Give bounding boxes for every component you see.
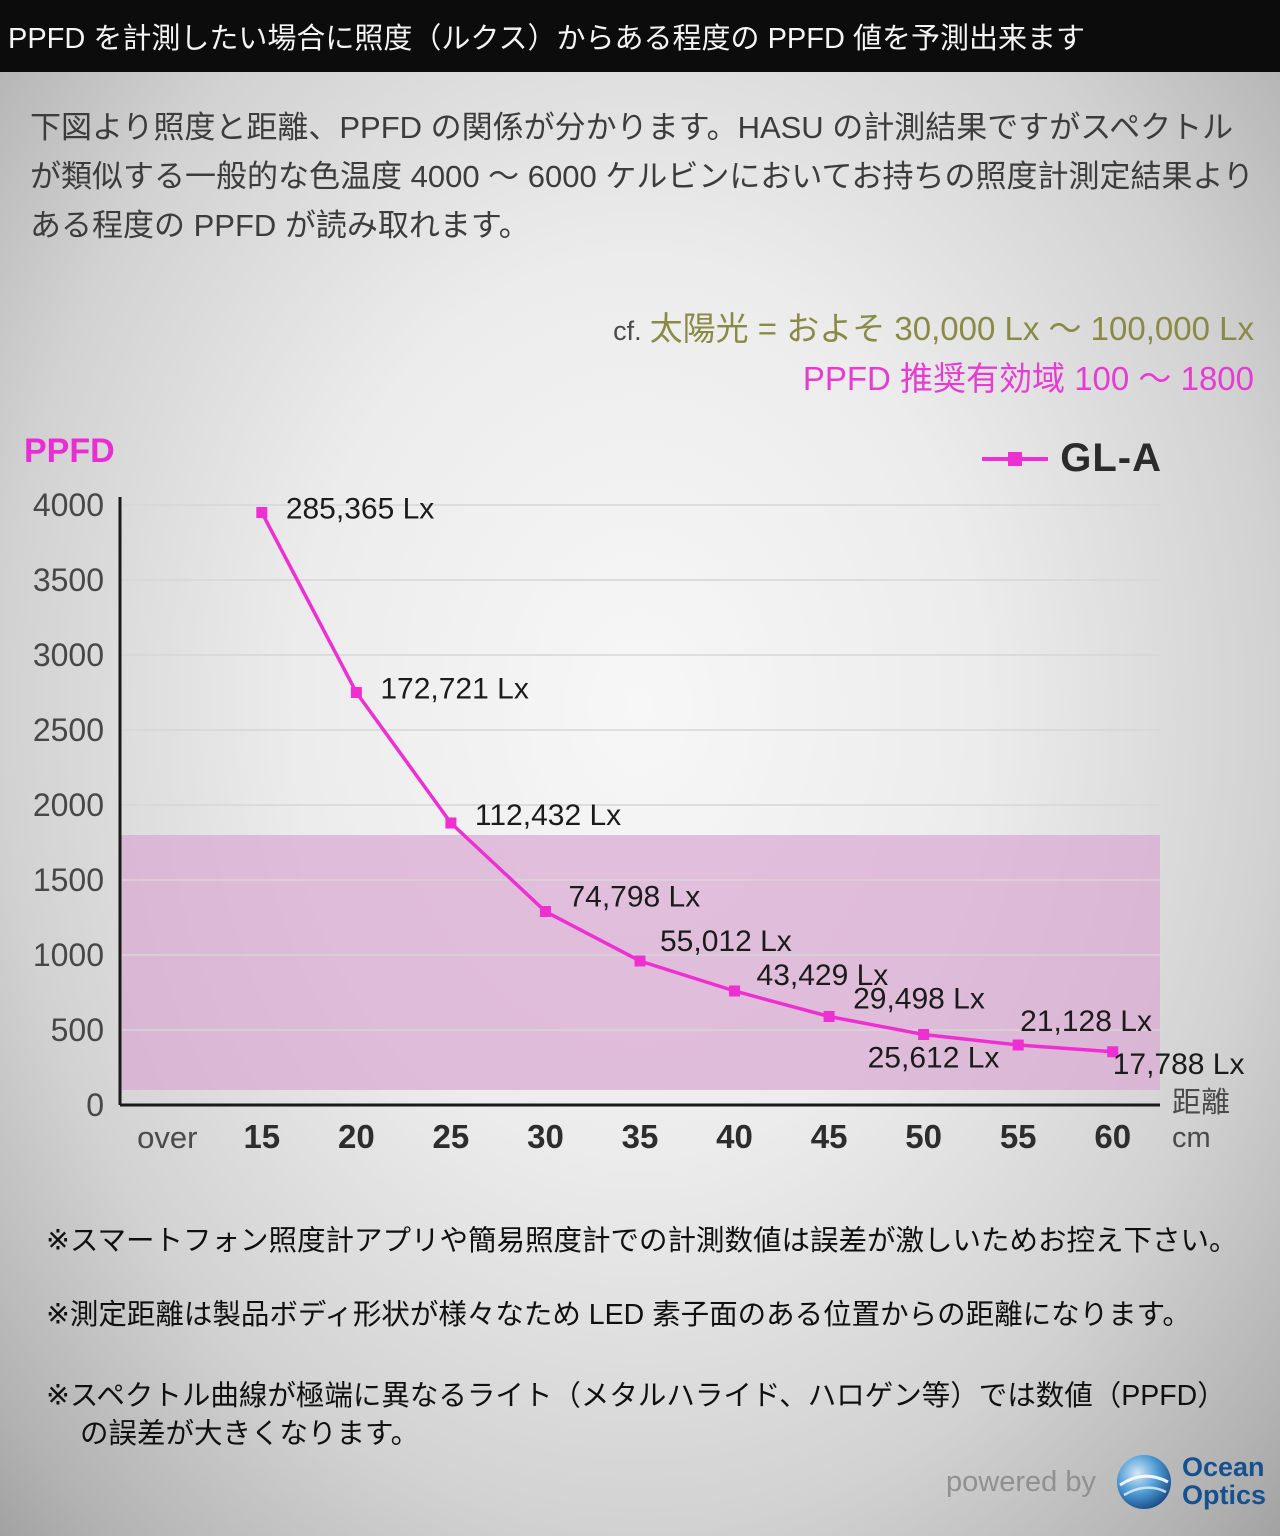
x-tick-label: 45	[811, 1118, 848, 1155]
y-tick-label: 3500	[33, 562, 104, 598]
y-tick-label: 4000	[33, 487, 104, 523]
x-axis-unit-line1: 距離	[1172, 1086, 1230, 1119]
y-tick-label: 1000	[33, 937, 104, 973]
data-point-marker	[1107, 1046, 1119, 1058]
lux-data-label: 112,432 Lx	[475, 799, 621, 832]
legend-line-marker-icon	[982, 451, 1049, 466]
ocean-optics-wordmark: Ocean Optics	[1182, 1454, 1266, 1509]
ppfd-recommended-range-text: PPFD 推奨有効域 100 ～ 1800	[802, 360, 1254, 397]
y-tick-label: 500	[51, 1012, 104, 1048]
powered-by-label: powered by	[946, 1465, 1096, 1498]
data-point-marker	[256, 507, 268, 518]
banner-title: PPFD を計測したい場合に照度（ルクス）からある程度の PPFD 値を予測出来…	[8, 23, 1085, 55]
x-tick-label: 60	[1094, 1118, 1131, 1155]
lux-data-label: 25,612 Lx	[868, 1042, 1000, 1075]
legend-series-label: GL-A	[1060, 436, 1162, 480]
y-tick-label: 0	[86, 1087, 104, 1123]
x-tick-label: 55	[1000, 1118, 1037, 1155]
y-axis-title: PPFD	[24, 432, 115, 470]
brand-name-bottom: Optics	[1181, 1480, 1266, 1510]
x-tick-label: 40	[716, 1118, 753, 1155]
x-tick-label: 15	[243, 1118, 280, 1155]
y-tick-label: 3000	[33, 637, 104, 673]
y-tick-label: 1500	[33, 862, 104, 898]
chart-legend: GL-A	[982, 436, 1162, 481]
ocean-optics-logo-mark-icon	[1116, 1455, 1171, 1509]
x-tick-label: 20	[338, 1118, 375, 1155]
note-spectrum-difference: ※スペクトル曲線が極端に異なるライト（メタルハライド、ハロゲン等）では数値（PP…	[46, 1379, 1226, 1451]
cf-prefix: cf.	[613, 316, 642, 346]
sunlight-reference-line: cf. 太陽光 = およそ 30,000 Lx ～ 100,000 Lx	[613, 302, 1254, 350]
data-point-marker	[634, 955, 646, 967]
note-measurement-distance: ※測定距離は製品ボディ形状が様々なため LED 素子面のある位置からの距離になり…	[46, 1299, 1191, 1332]
lux-data-label: 21,128 Lx	[1020, 1005, 1152, 1038]
note-smartphone-app: ※スマートフォン照度計アプリや簡易照度計での計測数値は誤差が激しいためお控え下さ…	[46, 1225, 1238, 1257]
x-axis-unit-line2: cm	[1172, 1122, 1211, 1154]
data-point-marker	[918, 1029, 930, 1040]
lux-data-label: 74,798 Lx	[568, 881, 700, 914]
lux-data-label: 43,429 Lx	[757, 959, 889, 992]
data-point-marker	[445, 817, 457, 829]
data-point-marker	[350, 687, 362, 698]
lux-data-label: 285,365 Lx	[286, 493, 434, 526]
ppfd-lux-line-chart: 4000 3500 3000 2500 2000 1500 1000 500 0 over 15 20…	[33, 487, 1245, 1155]
lux-data-label: 55,012 Lx	[660, 925, 792, 958]
sunlight-reference-text: 太陽光 = およそ 30,000 Lx ～ 100,000 Lx	[649, 310, 1254, 347]
brand-name-top: Ocean	[1181, 1452, 1265, 1483]
lux-data-label: 29,498 Lx	[853, 983, 985, 1016]
data-point-marker	[539, 906, 551, 917]
y-tick-label: 2500	[33, 712, 104, 748]
data-point-marker	[729, 985, 741, 997]
x-tick-label: over	[137, 1120, 197, 1155]
notes-section: ※スマートフォン照度計アプリや簡易照度計での計測数値は誤差が激しいためお控え下さ…	[46, 1222, 1252, 1454]
data-point-marker	[1012, 1039, 1024, 1051]
lux-data-label: 17,788 Lx	[1113, 1048, 1245, 1081]
series-line	[260, 511, 1113, 1054]
intro-paragraph: 下図より照度と距離、PPFD の関係が分かります。HASU の計測結果ですがスペ…	[30, 110, 1254, 243]
ocean-optics-logo: Ocean Optics	[1114, 1452, 1266, 1512]
top-banner: PPFD を計測したい場合に照度（ルクス）からある程度の PPFD 値を予測出来…	[0, 0, 1280, 72]
x-tick-label: 35	[622, 1118, 659, 1155]
x-tick-label: 50	[905, 1118, 942, 1155]
data-point-marker	[823, 1011, 835, 1022]
lux-data-label: 172,721 Lx	[380, 673, 528, 706]
y-tick-label: 2000	[33, 787, 104, 823]
footer: powered by Ocean Optics	[946, 1452, 1266, 1512]
x-tick-label: 30	[527, 1118, 564, 1155]
x-tick-label: 25	[433, 1118, 470, 1155]
